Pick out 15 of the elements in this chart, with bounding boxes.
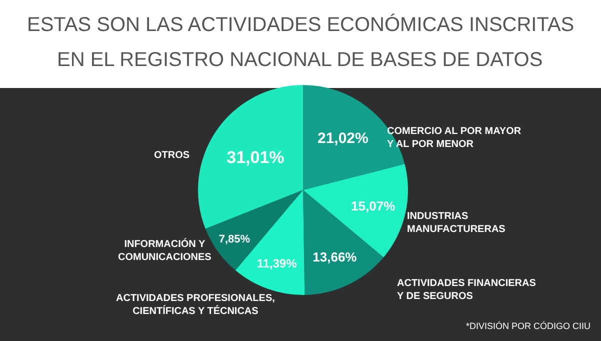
data-label: 31,01% <box>226 148 284 168</box>
slice-label: INFORMACIÓN Y COMUNICACIONES <box>118 238 212 263</box>
data-label: 15,07% <box>351 198 396 214</box>
slice-label: INDUSTRIAS MANUFACTURERAS <box>407 211 506 235</box>
slice-label: OTROS <box>154 150 190 161</box>
data-label: 11,39% <box>256 256 298 270</box>
slice-label: COMERCIO AL POR MAYOR Y AL POR MENOR <box>387 126 522 150</box>
slice-label: ACTIVIDADES PROFESIONALES, CIENTÍFICAS Y TÉCNICAS <box>116 293 276 317</box>
slice-label: ACTIVIDADES FINANCIERAS Y DE SEGUROS <box>397 278 536 302</box>
data-label: 13,66% <box>312 249 358 264</box>
data-label: 21,02% <box>317 130 368 148</box>
chart-subtitle: EN EL REGISTRO NACIONAL DE BASES DE DATOS <box>57 49 543 71</box>
chart-title: ESTAS SON LAS ACTIVIDADES ECONÓMICAS INSCRITAS <box>27 13 574 36</box>
text: *DIVISIÓN POR CÓDIGO CIIU <box>466 321 591 331</box>
data-label: 7,85% <box>218 233 250 246</box>
